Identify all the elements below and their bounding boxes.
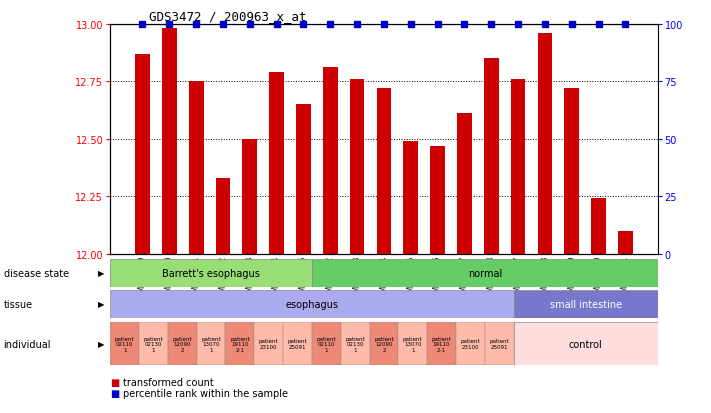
Text: patient
25091: patient 25091 xyxy=(489,339,509,349)
Bar xyxy=(513,290,658,318)
Bar xyxy=(510,80,525,254)
Bar xyxy=(427,322,456,366)
Text: GDS3472 / 200963_x_at: GDS3472 / 200963_x_at xyxy=(149,10,307,23)
Text: patient
02130
1: patient 02130 1 xyxy=(144,336,164,352)
Text: patient
02110
1: patient 02110 1 xyxy=(316,336,336,352)
Bar xyxy=(283,322,312,366)
Bar xyxy=(296,105,311,254)
Bar xyxy=(110,322,139,366)
Text: ▶: ▶ xyxy=(98,268,105,278)
Text: patient
13070
1: patient 13070 1 xyxy=(403,336,422,352)
Bar xyxy=(139,322,168,366)
Bar xyxy=(269,73,284,254)
Text: ■: ■ xyxy=(110,388,119,398)
Bar xyxy=(377,89,391,254)
Bar xyxy=(323,68,338,254)
Text: patient
25091: patient 25091 xyxy=(288,339,307,349)
Text: patient
02110
1: patient 02110 1 xyxy=(114,336,134,352)
Text: tissue: tissue xyxy=(4,299,33,309)
Bar xyxy=(188,82,203,254)
Text: normal: normal xyxy=(468,268,502,278)
Text: patient
02130
1: patient 02130 1 xyxy=(346,336,365,352)
Bar xyxy=(398,322,427,366)
Bar xyxy=(350,80,365,254)
Text: patient
19110
2-1: patient 19110 2-1 xyxy=(230,336,250,352)
Bar xyxy=(162,29,176,254)
Bar xyxy=(618,231,633,254)
Bar xyxy=(242,140,257,254)
Text: disease state: disease state xyxy=(4,268,69,278)
Bar xyxy=(513,322,658,366)
Bar xyxy=(135,55,150,254)
Bar xyxy=(255,322,283,366)
Bar xyxy=(484,59,498,254)
Bar xyxy=(370,322,398,366)
Text: esophagus: esophagus xyxy=(285,299,338,309)
Bar xyxy=(456,322,485,366)
Bar xyxy=(168,322,197,366)
Bar xyxy=(312,259,658,287)
Bar xyxy=(110,290,513,318)
Text: small intestine: small intestine xyxy=(550,299,621,309)
Text: ▶: ▶ xyxy=(98,299,105,309)
Text: patient
12090
2: patient 12090 2 xyxy=(374,336,394,352)
Bar xyxy=(430,146,445,254)
Bar xyxy=(485,322,513,366)
Text: ■: ■ xyxy=(110,377,119,387)
Bar xyxy=(110,259,312,287)
Bar xyxy=(538,34,552,254)
Text: ▶: ▶ xyxy=(98,339,105,348)
Bar xyxy=(403,142,418,254)
Text: individual: individual xyxy=(4,339,51,349)
Bar xyxy=(592,199,606,254)
Bar xyxy=(565,89,579,254)
Text: patient
23100: patient 23100 xyxy=(259,339,279,349)
Text: patient
13070
1: patient 13070 1 xyxy=(201,336,221,352)
Bar xyxy=(312,322,341,366)
Text: patient
23100: patient 23100 xyxy=(461,339,480,349)
Bar xyxy=(457,114,472,254)
Bar xyxy=(225,322,255,366)
Text: transformed count: transformed count xyxy=(123,377,214,387)
Text: percentile rank within the sample: percentile rank within the sample xyxy=(123,388,288,398)
Bar xyxy=(197,322,225,366)
Bar xyxy=(215,178,230,254)
Text: control: control xyxy=(569,339,602,349)
Bar xyxy=(341,322,370,366)
Text: patient
19110
2-1: patient 19110 2-1 xyxy=(432,336,451,352)
Text: Barrett's esophagus: Barrett's esophagus xyxy=(162,268,260,278)
Text: patient
12090
2: patient 12090 2 xyxy=(173,336,192,352)
